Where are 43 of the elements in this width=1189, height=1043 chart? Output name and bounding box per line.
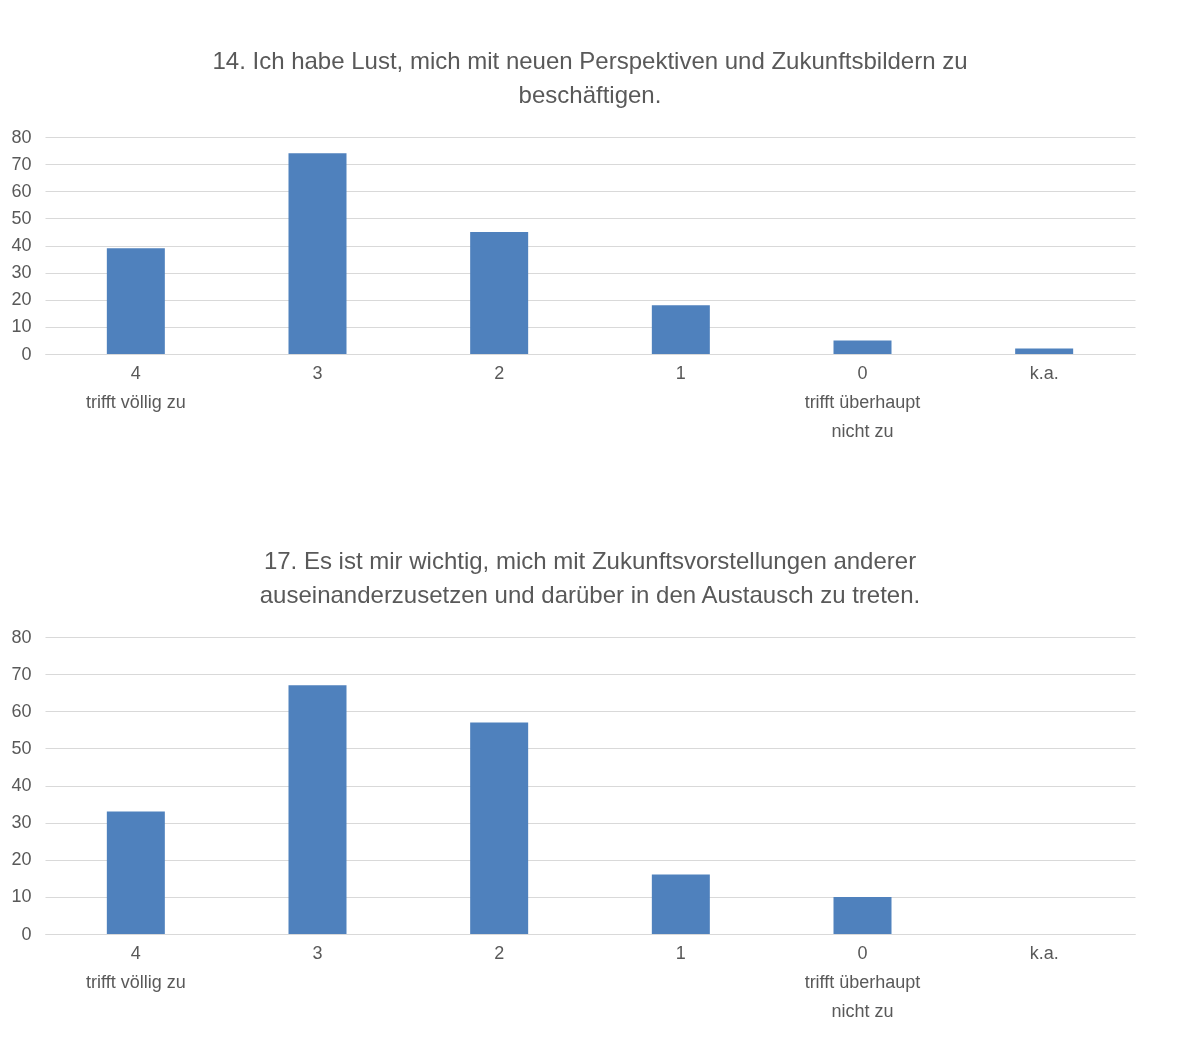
y-tick-label: 10 bbox=[11, 886, 32, 907]
y-tick-label: 70 bbox=[11, 153, 32, 174]
chart-title: 14. Ich habe Lust, mich mit neuen Perspektiven und Zukunftsbildern zu beschäftigen. bbox=[212, 47, 968, 108]
y-tick-label: 30 bbox=[11, 812, 32, 833]
bar bbox=[288, 685, 347, 934]
y-tick-label: 50 bbox=[11, 207, 32, 228]
bar bbox=[651, 305, 710, 354]
x-tick-label: 1 bbox=[675, 942, 686, 963]
y-tick-label: 50 bbox=[11, 737, 32, 758]
bar bbox=[651, 874, 710, 934]
x-tick-label: 4 trifft völlig zu bbox=[85, 942, 186, 992]
y-tick-label: 20 bbox=[11, 289, 32, 310]
y-tick-label: 80 bbox=[11, 126, 32, 147]
bar bbox=[470, 231, 529, 354]
x-tick-label: k.a. bbox=[1029, 942, 1059, 963]
y-tick-label: 0 bbox=[21, 343, 32, 364]
x-tick-label: 3 bbox=[312, 942, 323, 963]
bar bbox=[106, 248, 165, 354]
bar bbox=[833, 340, 892, 354]
bar bbox=[288, 153, 347, 354]
x-tick-label: 2 bbox=[494, 362, 505, 383]
y-tick-label: 80 bbox=[11, 626, 32, 647]
x-tick-label: 1 bbox=[675, 362, 686, 383]
x-tick-label: k.a. bbox=[1029, 362, 1059, 383]
bar bbox=[1015, 348, 1074, 354]
y-tick-label: 40 bbox=[11, 775, 32, 795]
y-tick-label: 10 bbox=[11, 316, 32, 337]
chart-title: 17. Es ist mir wichtig, mich mit Zukunftsvorstellungen anderer auseinanderzusetzen und darüber in den Austausch zu treten. bbox=[259, 547, 921, 608]
y-tick-label: 70 bbox=[11, 663, 32, 684]
y-tick-label: 0 bbox=[21, 923, 32, 944]
x-tick-label: 0 trifft überhaupt nicht zu bbox=[804, 362, 921, 441]
y-tick-label: 40 bbox=[11, 235, 32, 255]
bar bbox=[833, 896, 892, 934]
x-tick-label: 3 bbox=[312, 362, 323, 383]
x-tick-label: 2 bbox=[494, 942, 505, 963]
y-tick-label: 60 bbox=[11, 700, 32, 721]
y-tick-label: 60 bbox=[11, 180, 32, 201]
x-tick-label: 0 trifft überhaupt nicht zu bbox=[804, 942, 921, 1021]
y-tick-label: 20 bbox=[11, 849, 32, 870]
bar bbox=[106, 811, 165, 934]
x-tick-label: 4 trifft völlig zu bbox=[85, 362, 186, 412]
y-tick-label: 30 bbox=[11, 262, 32, 283]
bar bbox=[470, 722, 529, 934]
